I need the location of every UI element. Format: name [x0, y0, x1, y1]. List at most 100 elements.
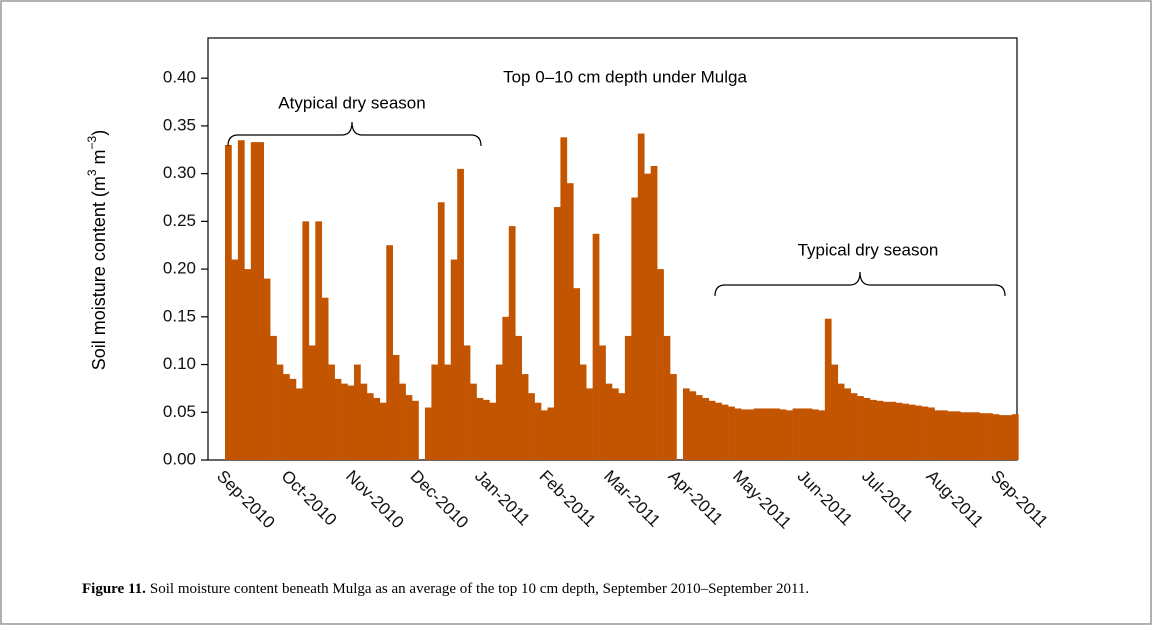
y-tick-label: 0.20	[163, 259, 196, 278]
bar	[495, 364, 503, 460]
bar	[650, 166, 658, 460]
bar	[966, 412, 974, 460]
y-tick-label: 0.10	[163, 354, 196, 373]
bar	[315, 221, 323, 460]
bar	[876, 400, 884, 460]
bar	[953, 411, 961, 460]
bar	[934, 410, 942, 460]
bar	[605, 383, 613, 460]
bar	[760, 408, 768, 460]
bar	[263, 278, 271, 460]
y-tick-label: 0.30	[163, 163, 196, 182]
bar	[386, 245, 393, 460]
bar	[373, 397, 381, 460]
bar	[450, 259, 458, 460]
x-tick-label: Sep-2010	[213, 467, 279, 533]
bar	[947, 411, 955, 460]
bar	[476, 397, 484, 460]
label-part: )	[89, 130, 109, 136]
brace	[714, 271, 1006, 297]
bar	[424, 407, 432, 460]
bar	[308, 345, 316, 460]
x-tick-label: Dec-2010	[407, 467, 473, 533]
bar	[599, 345, 606, 460]
bar	[1011, 414, 1019, 460]
x-tick-label: Jun-2011	[794, 467, 857, 530]
bar	[225, 145, 232, 460]
y-tick-label: 0.35	[163, 115, 196, 134]
bar	[940, 410, 948, 460]
bar	[592, 233, 600, 460]
bar	[289, 378, 297, 460]
bar	[811, 409, 819, 460]
bar	[612, 388, 619, 460]
label-part: m	[89, 149, 109, 169]
caption: Figure 11. Soil moisture content beneath …	[82, 581, 809, 597]
x-tick-label: Aug-2011	[923, 467, 988, 532]
bar	[528, 393, 535, 460]
x-tick-label: Apr-2011	[665, 467, 727, 529]
bar	[347, 385, 355, 460]
y-tick-label: 0.05	[163, 402, 196, 421]
bar	[818, 410, 826, 460]
y-tick-label: 0.00	[163, 449, 196, 468]
bar	[1005, 415, 1013, 460]
bar	[231, 259, 239, 460]
bar	[483, 399, 490, 460]
bar	[508, 226, 516, 460]
bar	[457, 168, 464, 460]
bar	[960, 412, 968, 460]
bar	[463, 345, 471, 460]
bar	[741, 409, 748, 460]
bar	[321, 297, 329, 460]
x-tick-label: Jul-2011	[858, 467, 917, 526]
bar	[560, 137, 568, 460]
bar	[354, 364, 361, 460]
bar	[521, 374, 529, 460]
bar	[618, 393, 626, 460]
bar	[541, 410, 548, 460]
bar	[405, 395, 413, 460]
label-part: 3	[85, 169, 99, 176]
bar	[921, 406, 929, 460]
y-tick-label: 0.40	[163, 68, 196, 87]
bar	[431, 364, 439, 460]
bar	[805, 408, 813, 460]
bar	[515, 335, 522, 460]
bar	[328, 364, 335, 460]
bar	[437, 202, 445, 461]
bar	[444, 364, 452, 460]
bar	[489, 402, 497, 460]
bar	[644, 173, 651, 461]
bar	[624, 335, 632, 460]
bar	[657, 269, 664, 460]
bar	[637, 133, 645, 460]
bar	[870, 399, 877, 460]
bar	[824, 318, 832, 460]
bar	[753, 408, 761, 460]
bar	[392, 355, 400, 460]
bar	[399, 383, 406, 460]
bar	[682, 388, 690, 460]
bar	[270, 335, 277, 460]
bar	[379, 402, 387, 460]
x-tick-label: Feb-2011	[536, 467, 600, 531]
bar	[341, 383, 348, 460]
bar	[992, 414, 1000, 460]
bar	[882, 401, 890, 460]
bar	[702, 397, 710, 460]
bar	[553, 207, 561, 460]
bar	[250, 142, 258, 461]
bar	[295, 388, 303, 460]
chart-title: Top 0–10 cm depth under Mulga	[503, 67, 747, 86]
bar	[773, 408, 780, 460]
bar	[850, 393, 858, 460]
annotation: Typical dry season	[798, 240, 939, 259]
x-tick-label: Mar-2011	[600, 467, 664, 531]
bar	[670, 374, 677, 460]
caption-text: Soil moisture content beneath Mulga as a…	[150, 581, 809, 597]
caption-label: Figure 11.	[82, 581, 146, 597]
bar	[728, 406, 735, 460]
bar	[689, 391, 697, 460]
